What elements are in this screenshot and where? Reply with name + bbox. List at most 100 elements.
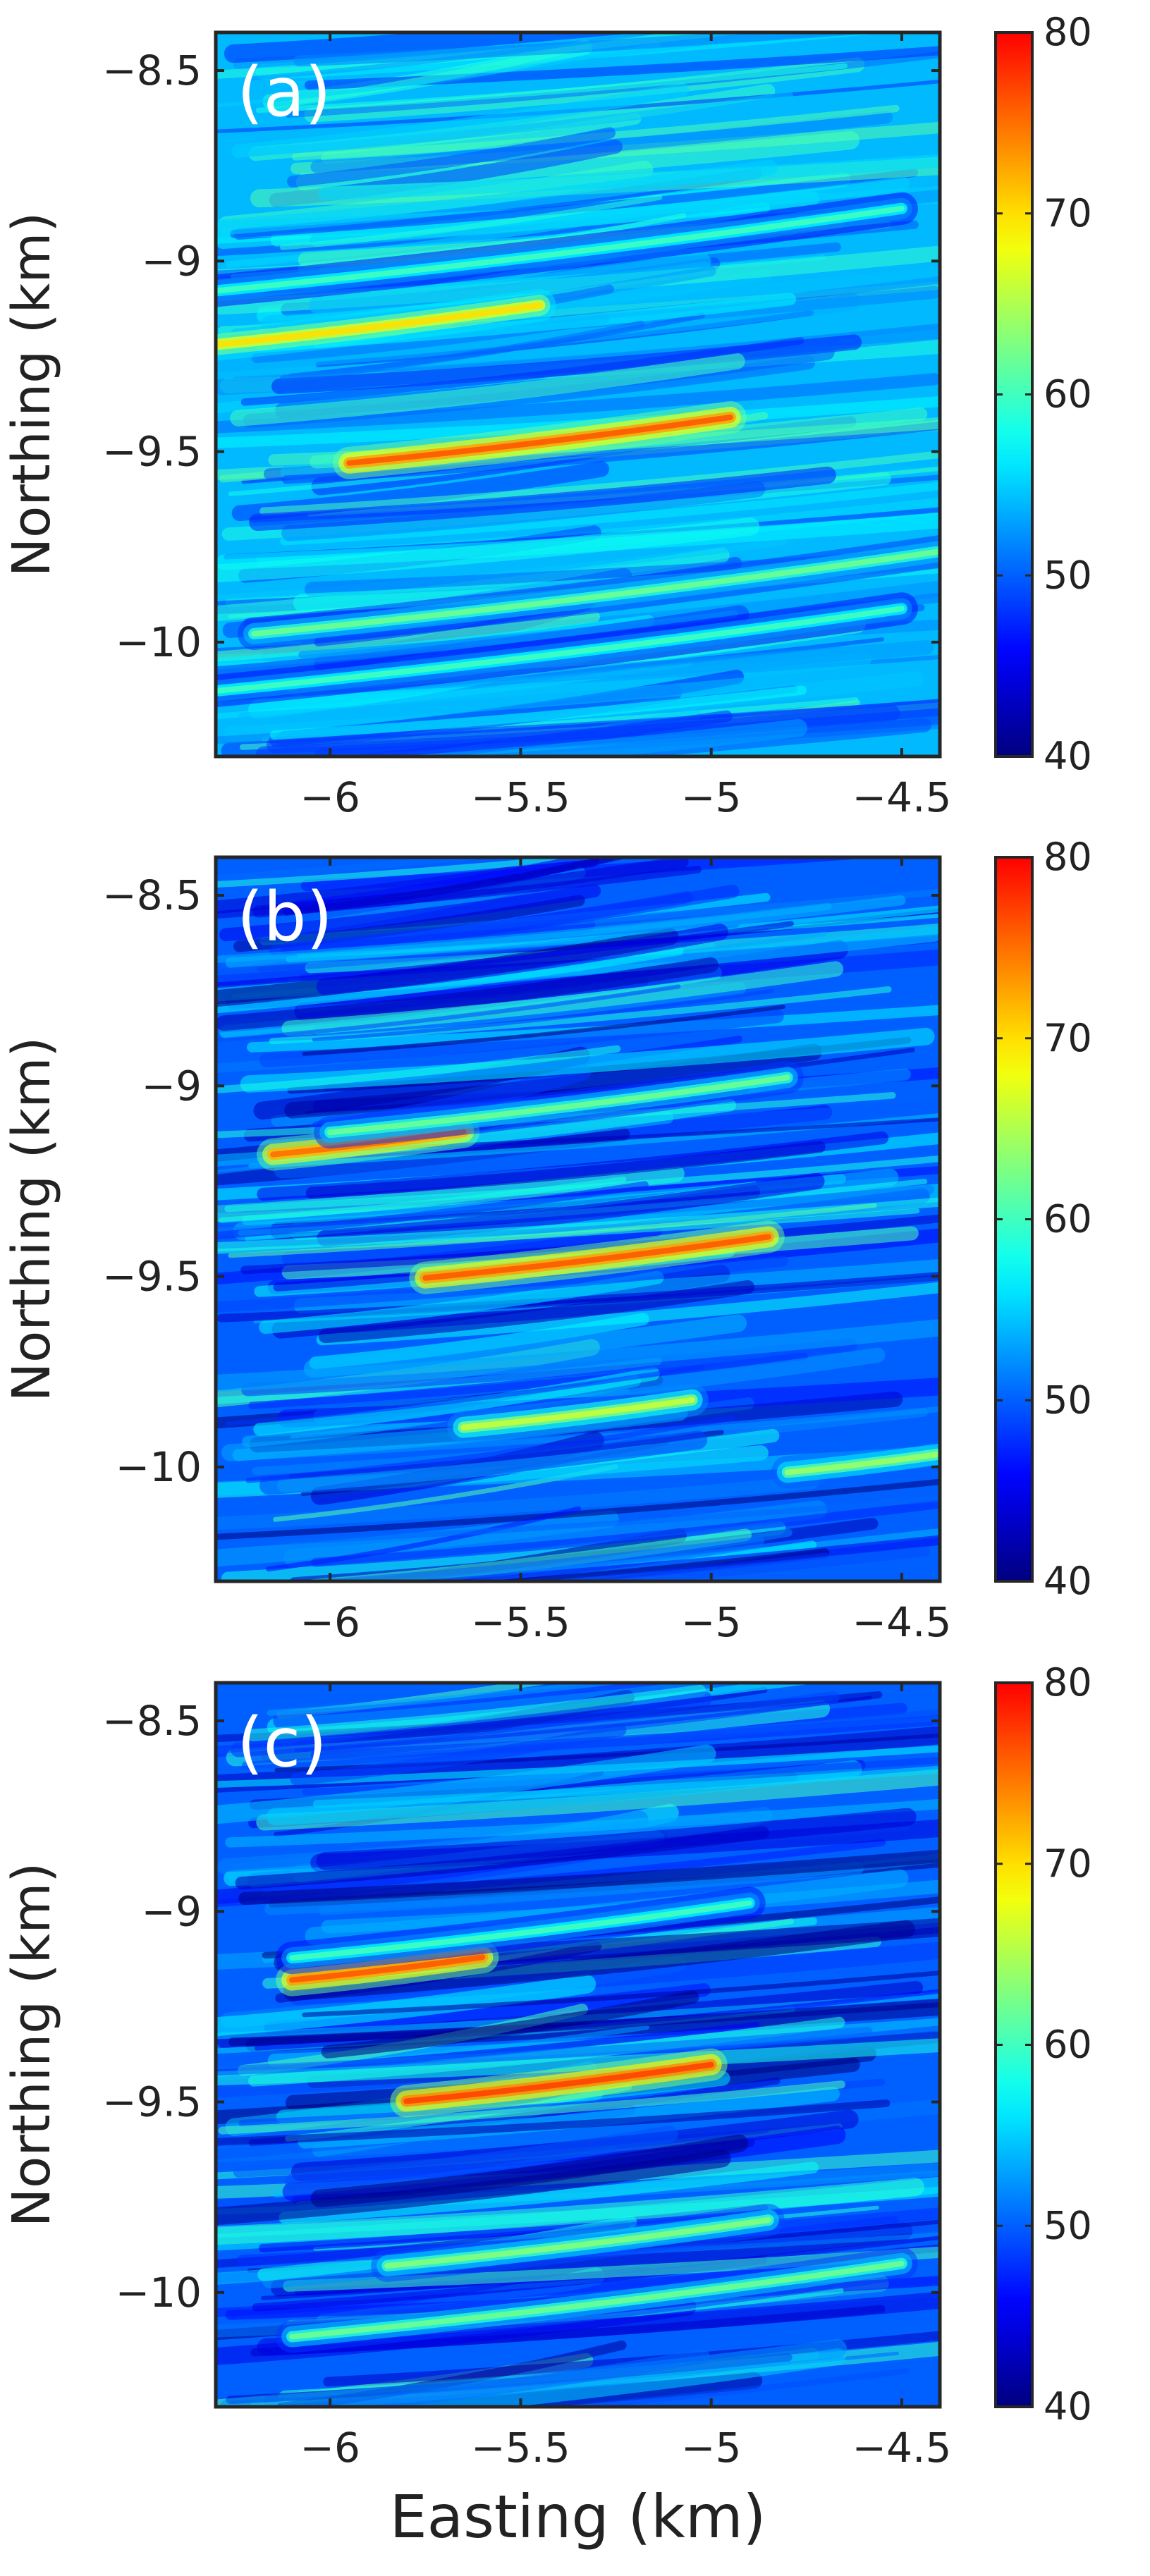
heatmap-feature-4 [289,1900,752,1961]
heatmap-streak [279,194,663,250]
x-tick-label: −4.5 [852,1598,952,1646]
heatmap-streak [216,957,718,1031]
colorbar-tick-label: 60 [1044,1197,1092,1241]
heatmap-streak [237,670,822,725]
heatmap-streak [216,1271,940,1323]
heatmap-streak [216,2178,925,2245]
heatmap-streak [216,1478,940,1540]
heatmap-streak [280,482,940,546]
colorbar-tick-label: 70 [1044,1841,1092,1886]
heatmap-streak [391,718,807,756]
heatmap-streak [293,1258,940,1314]
panel-b: −6 −5.5 −5 −4.5 −8.5 −9 −9.5 −10 Northing (km) (b… [1,835,1092,1646]
heatmap-streak [216,857,498,882]
heatmap-streak [216,2099,940,2163]
colorbar-tick-label: 40 [1044,734,1092,778]
heatmap-streak [269,685,807,740]
heatmap-streak [216,42,661,108]
heatmap-streak [249,466,836,532]
heatmap-streak [279,2161,819,2224]
heatmap-feature-4 [216,205,905,294]
y-tick-label: −8.5 [102,1697,202,1745]
heatmap-streak [311,1499,940,1567]
heatmap-streak [219,884,601,942]
heatmap-streak [230,352,745,427]
x-tick-label: −5 [681,773,742,821]
y-tick-label: −10 [116,1443,202,1491]
y-tick-label: −9 [142,237,202,285]
heatmap-streak [216,1744,716,1824]
heatmap-streak [245,1691,840,1765]
heatmap-streak [302,1005,785,1056]
colorbar-tick-label: 60 [1044,2023,1092,2067]
heatmap-streak [225,1798,940,1848]
colorbar-tick-label: 50 [1044,2203,1092,2247]
heatmap-feature-0 [289,1954,486,1983]
colorbar-tick-label: 80 [1044,1660,1092,1705]
heatmap-streak [241,1709,940,1770]
heatmap-feature-1 [422,1234,771,1281]
heatmap-streak [266,1506,581,1572]
heatmap-streak [316,1808,917,1870]
heatmap-streak [259,1009,784,1067]
panel-label: (a) [237,53,331,132]
x-tick-label: −4.5 [852,2424,952,2472]
heatmap-streak [233,895,585,952]
heatmap-streak [309,252,711,315]
x-axis-label: Easting (km) [390,2482,766,2551]
colorbar: 40 50 60 70 80 [994,835,1092,1603]
heatmap-streak [216,946,684,1014]
heatmap-streak [312,989,774,1042]
heatmap-streak [216,373,940,434]
heatmap-feature-4 [784,1451,940,1476]
y-axis-label: Northing (km) [1,1863,62,2228]
heatmap-feature-3 [289,2260,905,2340]
colorbar: 40 50 60 70 80 [994,1660,1092,2429]
heatmap-streak [228,1203,877,1258]
heatmap-streak [228,1999,940,2047]
heatmap-streak [336,2348,846,2407]
y-tick-label: −9.5 [102,428,202,476]
colorbar: 40 50 60 70 80 [994,10,1092,778]
panel-label: (b) [237,878,333,957]
heatmap-streak [238,1849,940,1906]
heatmap-streak [280,884,740,957]
heatmap-streak [295,130,860,192]
x-tick-label: −6 [300,1598,360,1646]
panel-label: (c) [237,1703,327,1782]
colorbar-tick-label: 80 [1044,10,1092,54]
heatmap-streak [225,1364,704,1426]
heatmap-streak [298,610,738,659]
x-tick-label: −5.5 [471,773,570,821]
y-tick-label: −9 [142,1062,202,1110]
heatmap-streak [219,1496,940,1548]
heatmap-streak [216,517,760,583]
colorbar-tick-label: 80 [1044,835,1092,879]
heatmap-streak [216,159,778,236]
heatmap-streak [216,984,681,1043]
heatmap-feature-2 [384,2217,771,2269]
heatmap-streak [321,1990,699,2059]
heatmap-feature-3 [216,606,905,694]
heatmap-streak [267,1683,630,1717]
y-tick-label: −8.5 [102,47,202,94]
colorbar-tick-label: 50 [1044,553,1092,597]
heatmap-streak [273,1683,753,1730]
panel-c: −6 −5.5 −5 −4.5 −8.5 −9 −9.5 −10 Northing (km) Ea… [1,1660,1092,2551]
heatmap-feature-1 [403,2061,714,2104]
y-tick-label: −9.5 [102,1253,202,1301]
heatmap-streak [231,1691,713,1758]
heatmap-streak [216,1197,940,1252]
heatmap-streak [216,1319,940,1392]
plot-frame [214,855,942,1583]
heatmap-streak [225,895,906,968]
heatmap-streak [216,2099,891,2146]
x-tick-label: −6 [300,2424,360,2472]
heatmap-field [216,857,940,1581]
heatmap-streak [332,710,733,756]
y-tick-label: −10 [116,618,202,666]
x-tick-label: −5.5 [471,1598,570,1646]
heatmap-feature-2 [460,1397,695,1430]
heatmap-streak [263,2349,710,2407]
